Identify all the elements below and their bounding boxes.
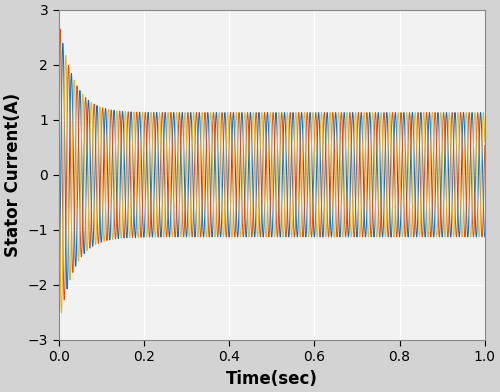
X-axis label: Time(sec): Time(sec) bbox=[226, 370, 318, 388]
Y-axis label: Stator Current(A): Stator Current(A) bbox=[4, 93, 22, 257]
